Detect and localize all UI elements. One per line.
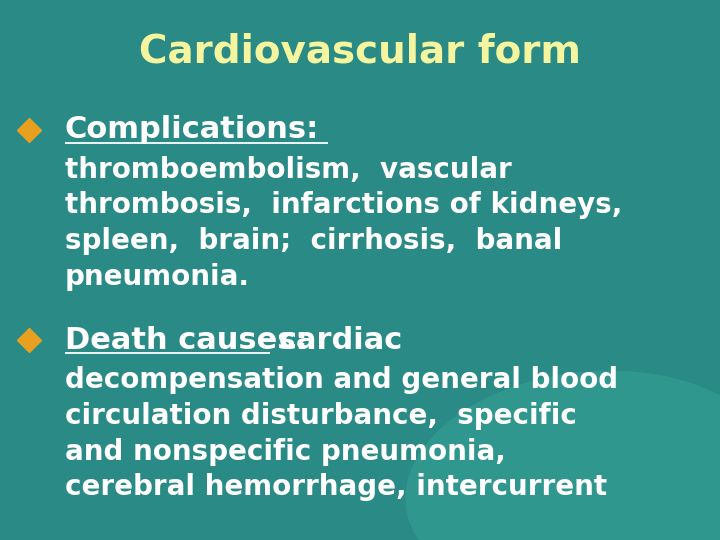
Text: Death causes:: Death causes:: [65, 326, 307, 355]
Text: thromboembolism,  vascular
thrombosis,  infarctions of kidneys,
spleen,  brain; : thromboembolism, vascular thrombosis, in…: [65, 156, 622, 291]
Text: cardiac: cardiac: [279, 326, 403, 355]
Text: decompensation and general blood
circulation disturbance,  specific
and nonspeci: decompensation and general blood circula…: [65, 366, 618, 501]
Ellipse shape: [405, 370, 720, 540]
Text: Cardiovascular form: Cardiovascular form: [139, 32, 581, 70]
Text: Complications:: Complications:: [65, 115, 319, 144]
